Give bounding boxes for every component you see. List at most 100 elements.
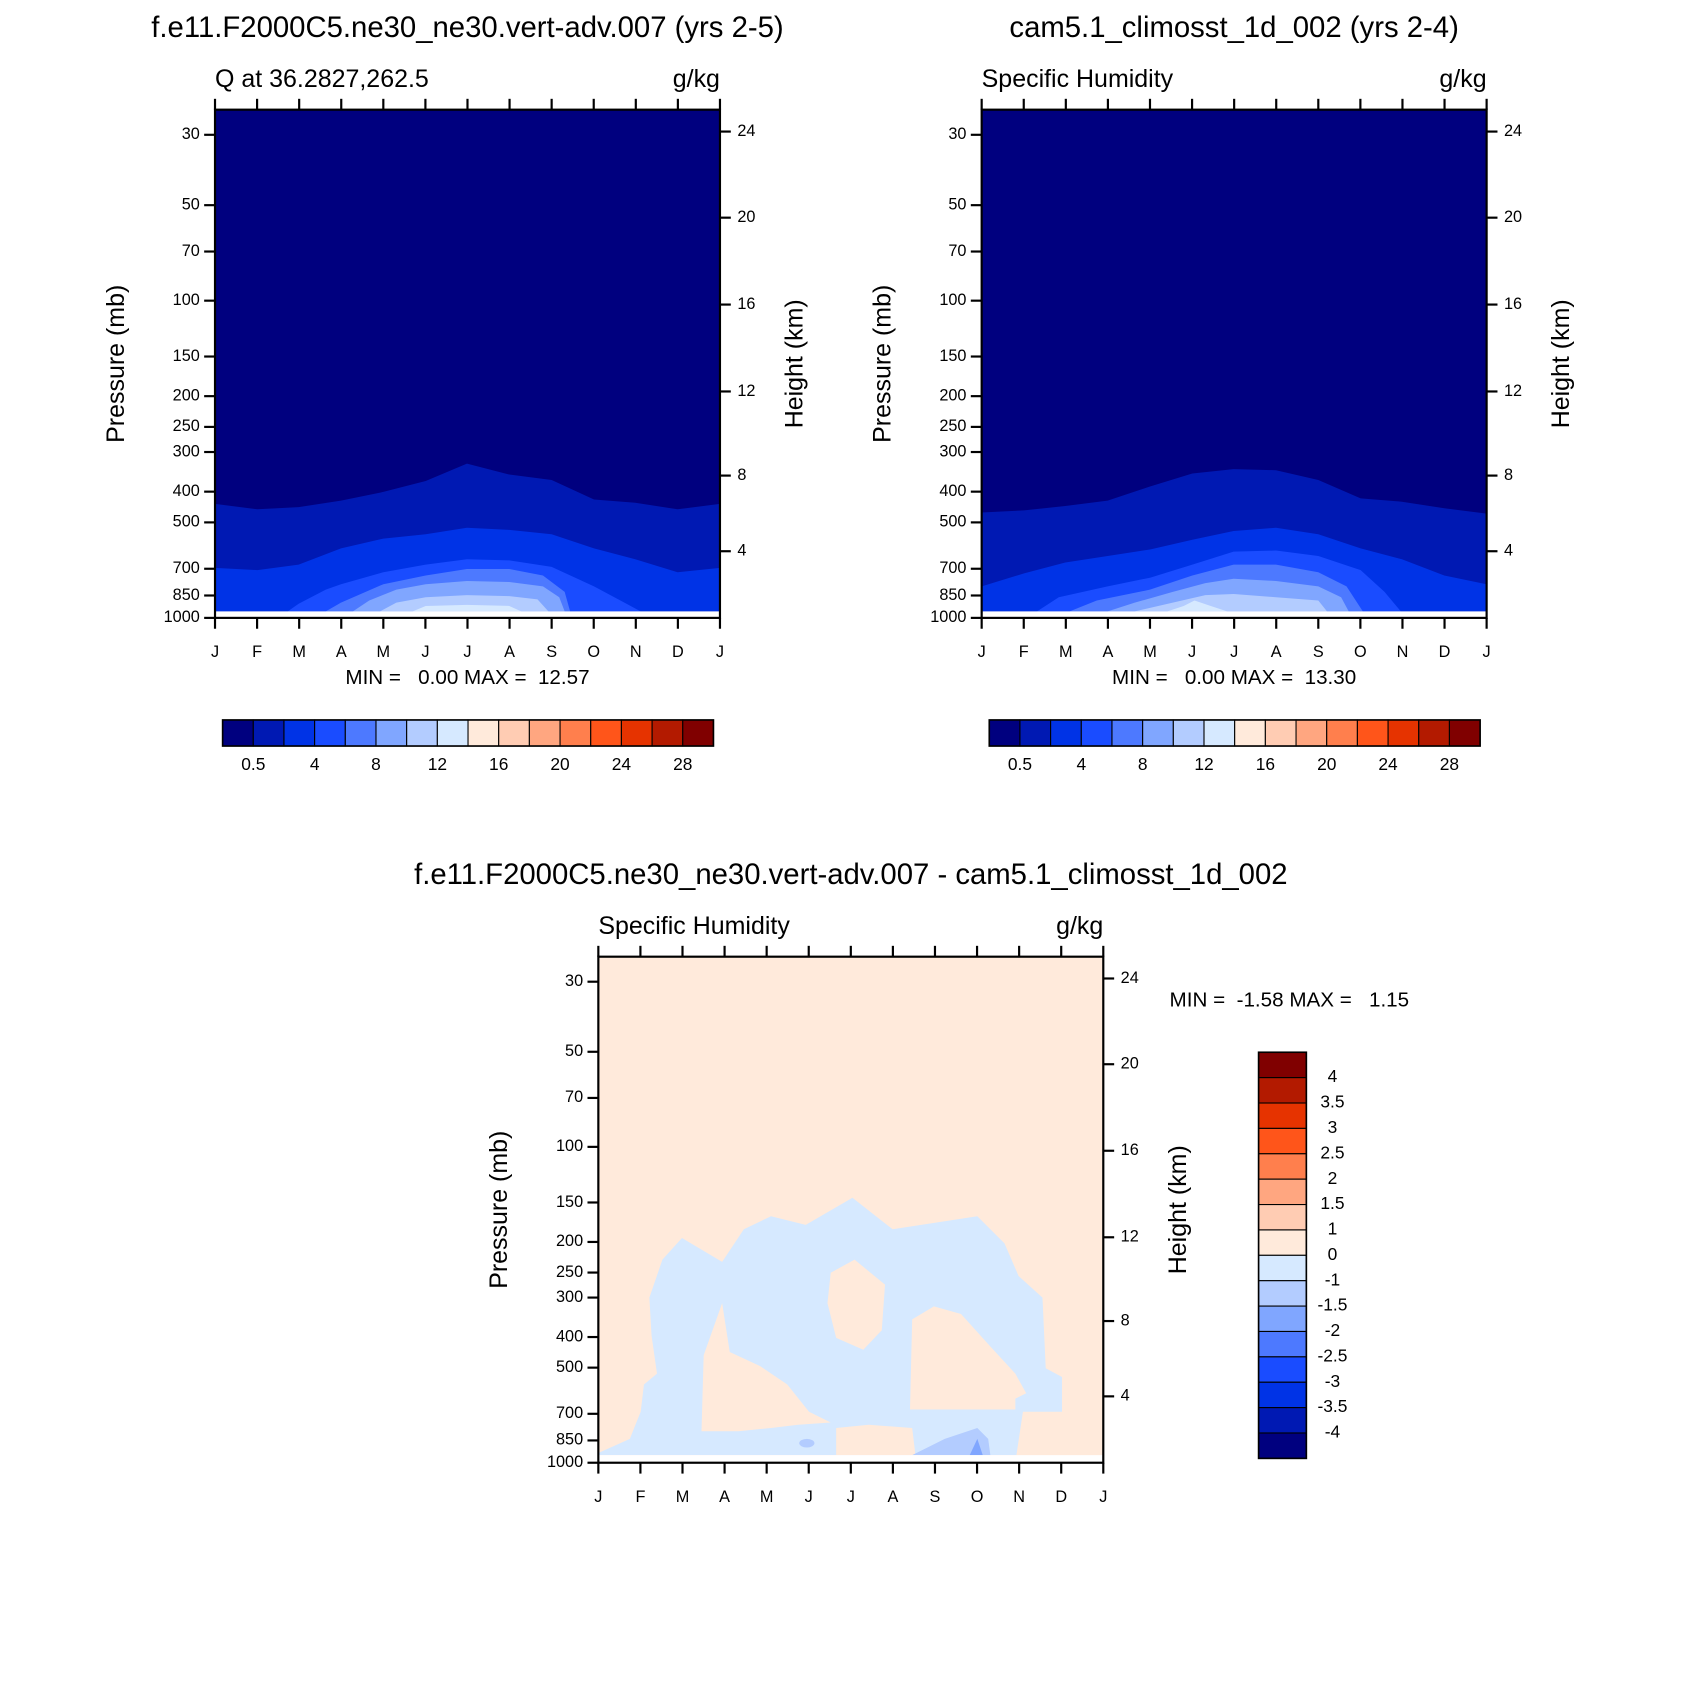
colorbar-cell [1295, 719, 1328, 747]
y-axis-label: Pressure (mb) [102, 285, 130, 443]
subtitle: Specific Humidity [982, 65, 1174, 93]
colorbar-cell [1050, 719, 1082, 747]
x-tick-label: J [1099, 1488, 1107, 1506]
y2-axis-label: Height (km) [781, 299, 809, 428]
y-tick-label: 150 [173, 347, 200, 365]
y-tick-label: 30 [948, 125, 966, 143]
x-tick-label: J [716, 643, 724, 661]
colorbar-label: -1.5 [1317, 1295, 1347, 1315]
x-tick-label: A [1271, 643, 1282, 661]
x-tick-label: F [1019, 643, 1029, 661]
colorbar-cell [344, 719, 377, 747]
colorbar-label: 8 [371, 754, 381, 774]
colorbar-frame [221, 719, 715, 747]
y2-tick-label: 20 [737, 208, 755, 226]
y-tick-label: 70 [565, 1088, 583, 1106]
colorbar-cell [375, 719, 408, 747]
colorbar-cell [1258, 1051, 1307, 1079]
colorbar-cell [1019, 719, 1052, 747]
y-tick-label: 400 [556, 1327, 583, 1345]
colorbar-label: 4 [310, 754, 320, 774]
colorbar-label: 28 [1440, 754, 1459, 774]
y-tick-label: 300 [173, 442, 200, 460]
colorbar-cell [1172, 719, 1205, 747]
colorbar-label: 20 [1317, 754, 1336, 774]
colorbar-cell [1258, 1407, 1307, 1434]
y-tick-label: 850 [556, 1431, 583, 1449]
min-max: MIN = 0.00 MAX = 13.30 [1112, 666, 1356, 689]
colorbar-label: 0.5 [1008, 754, 1032, 774]
contour-fill [598, 956, 1104, 1463]
colorbar-cell [590, 719, 622, 747]
y2-tick-label: 8 [737, 466, 746, 484]
x-tick-label: N [630, 643, 642, 661]
x-tick-label: O [587, 643, 600, 661]
colorbar-cell [1258, 1178, 1307, 1206]
colorbar-cell [283, 719, 316, 747]
below-surface [981, 611, 1487, 618]
contour-band [836, 1424, 916, 1456]
colorbar-label: -3 [1325, 1371, 1340, 1391]
y-tick-label: 500 [556, 1358, 583, 1376]
y2-tick-label: 20 [1504, 208, 1522, 226]
min-max: MIN = 0.00 MAX = 12.57 [345, 666, 589, 689]
y2-tick-label: 12 [1121, 1228, 1139, 1246]
x-tick-label: A [504, 643, 515, 661]
colorbar-label: -2.5 [1317, 1345, 1347, 1365]
colorbar-cell [528, 719, 561, 747]
colorbar-label: 4 [1076, 754, 1086, 774]
x-tick-label: D [1439, 643, 1451, 661]
x-tick-label: S [930, 1488, 941, 1506]
units: g/kg [1439, 65, 1486, 93]
contour-band [799, 1438, 815, 1448]
y2-axis-label: Height (km) [1164, 1145, 1192, 1274]
colorbar-cell [1258, 1254, 1307, 1282]
colorbar-cell [1356, 719, 1389, 747]
colorbar-cell [1258, 1229, 1307, 1256]
x-tick-label: J [1188, 643, 1196, 661]
colorbar-cell [620, 719, 653, 747]
colorbar-label: -3.5 [1317, 1396, 1347, 1416]
x-tick-label: J [1230, 643, 1238, 661]
colorbar-frame [988, 719, 1481, 747]
colorbar-label: 3 [1328, 1117, 1338, 1137]
y2-tick-label: 12 [1504, 382, 1522, 400]
y2-tick-label: 8 [1121, 1311, 1130, 1329]
colorbar-cell [498, 719, 530, 747]
contour-band [412, 604, 522, 612]
x-tick-label: J [847, 1488, 855, 1506]
x-tick-label: N [1013, 1488, 1025, 1506]
y-tick-label: 250 [173, 417, 200, 435]
colorbar-label: 0.5 [241, 754, 265, 774]
y-tick-label: 1000 [930, 608, 966, 626]
colorbar-label: -1 [1325, 1269, 1340, 1289]
colorbar-cell [1418, 719, 1450, 747]
y-tick-label: 150 [556, 1193, 583, 1211]
x-tick-label: J [805, 1488, 813, 1506]
colorbar-cell [1258, 1381, 1307, 1409]
colorbar-label: 0 [1328, 1244, 1338, 1264]
y-tick-label: 150 [939, 347, 966, 365]
colorbar-cell [252, 719, 285, 747]
y2-tick-label: 4 [737, 542, 746, 560]
x-tick-label: M [1143, 643, 1157, 661]
colorbar-cell [314, 719, 346, 747]
colorbar-label: 16 [1256, 754, 1275, 774]
colorbar-cell [1258, 1153, 1307, 1180]
y-tick-label: 300 [939, 442, 966, 460]
x-tick-label: J [421, 643, 429, 661]
y-tick-label: 400 [939, 482, 966, 500]
x-tick-label: M [676, 1488, 690, 1506]
subtitle: Specific Humidity [598, 912, 790, 940]
colorbar-cell [1234, 719, 1266, 747]
y-axis-label: Pressure (mb) [485, 1131, 513, 1289]
colorbar-label: -2 [1325, 1320, 1340, 1340]
x-tick-label: N [1397, 643, 1409, 661]
colorbar-cell [467, 719, 500, 747]
colorbar-cell [682, 719, 714, 747]
x-tick-label: J [1483, 643, 1491, 661]
colorbar-cell [1258, 1330, 1307, 1358]
chart-title: f.e11.F2000C5.ne30_ne30.vert-adv.007 (yr… [151, 11, 783, 44]
y2-tick-label: 12 [737, 382, 755, 400]
